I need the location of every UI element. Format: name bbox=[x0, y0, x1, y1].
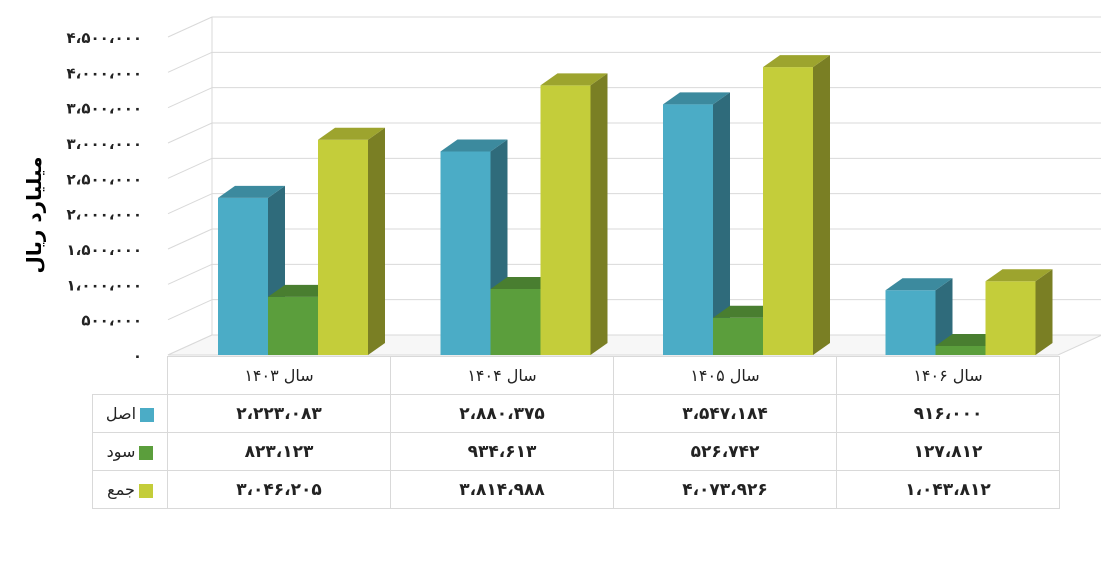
bar bbox=[663, 104, 713, 355]
bar-top bbox=[663, 92, 730, 105]
legend-swatch-sood bbox=[139, 445, 154, 460]
data-label: ۹۳۴،۶۱۳ bbox=[390, 432, 614, 471]
bar bbox=[985, 281, 1036, 355]
y-axis-title: میلیارد ریال bbox=[22, 156, 46, 274]
data-label: ۵۲۶،۷۴۲ bbox=[613, 432, 837, 471]
data-label: ۳،۰۴۶،۲۰۵ bbox=[167, 470, 391, 509]
data-label: ۳،۵۴۷،۱۸۴ bbox=[613, 394, 837, 433]
bar-side bbox=[813, 55, 830, 356]
series-name: جمع bbox=[107, 480, 135, 499]
gridline-side bbox=[167, 157, 213, 179]
y-tick-label: ۳،۵۰۰،۰۰۰ bbox=[67, 100, 142, 118]
legend-swatch-jam bbox=[138, 483, 153, 498]
gridline-side bbox=[167, 193, 213, 215]
y-axis-title-container: میلیارد ریال bbox=[14, 150, 54, 280]
bar-top bbox=[540, 73, 608, 86]
category-row: سال ۱۴۰۳ سال ۱۴۰۴ سال ۱۴۰۵ سال ۱۴۰۶ bbox=[93, 356, 1060, 395]
y-tick-label: ۵۰۰،۰۰۰ bbox=[81, 312, 142, 330]
bar bbox=[713, 317, 763, 355]
y-tick-label: ۴،۵۰۰،۰۰۰ bbox=[67, 29, 142, 47]
bar-side bbox=[1035, 269, 1053, 355]
table-corner bbox=[93, 357, 168, 395]
bar bbox=[318, 139, 368, 355]
bar-top bbox=[763, 55, 830, 68]
data-label: ۱۲۷،۸۱۲ bbox=[836, 432, 1060, 471]
y-tick-label: ۲،۰۰۰،۰۰۰ bbox=[67, 206, 142, 224]
series-row-jam: جمع ۳،۰۴۶،۲۰۵ ۳،۸۱۴،۹۸۸ ۴،۰۷۳،۹۲۶ ۱،۰۴۳،… bbox=[92, 470, 1060, 509]
gridline-side bbox=[167, 122, 213, 144]
data-label: ۴،۰۷۳،۹۲۶ bbox=[613, 470, 837, 509]
bar bbox=[440, 151, 491, 355]
bar-side bbox=[935, 278, 953, 355]
y-tick-label: ۳،۰۰۰،۰۰۰ bbox=[67, 135, 142, 153]
bar bbox=[268, 296, 318, 355]
series-legend-sood: سود bbox=[92, 432, 168, 471]
gridline-side bbox=[167, 87, 213, 109]
gridline-side bbox=[167, 51, 213, 73]
category-label: سال ۱۴۰۵ bbox=[613, 356, 837, 395]
gridline-side bbox=[167, 16, 213, 38]
gridline-side bbox=[167, 299, 213, 321]
bar bbox=[218, 197, 268, 355]
series-row-asl: اصل ۲،۲۲۳،۰۸۳ ۲،۸۸۰،۳۷۵ ۳،۵۴۷،۱۸۴ ۹۱۶،۰۰… bbox=[92, 394, 1060, 433]
series-name: اصل bbox=[105, 404, 137, 423]
bar bbox=[763, 67, 813, 356]
category-label: سال ۱۴۰۶ bbox=[836, 356, 1060, 395]
bar bbox=[540, 85, 591, 355]
bar bbox=[885, 290, 936, 355]
bar-top bbox=[318, 127, 385, 140]
data-label: ۹۱۶،۰۰۰ bbox=[836, 394, 1060, 433]
bar bbox=[935, 345, 986, 355]
y-tick-label: ۰ bbox=[133, 347, 142, 365]
bar-side bbox=[368, 127, 385, 355]
y-tick-label: ۱،۵۰۰،۰۰۰ bbox=[67, 241, 142, 259]
series-legend-jam: جمع bbox=[92, 470, 168, 509]
bar-side bbox=[713, 92, 730, 355]
data-label: ۱،۰۴۳،۸۱۲ bbox=[836, 470, 1060, 509]
series-name: سود bbox=[106, 442, 136, 461]
data-label: ۲،۲۲۳،۰۸۳ bbox=[167, 394, 391, 433]
gridline-side bbox=[167, 228, 213, 250]
data-label: ۲،۸۸۰،۳۷۵ bbox=[390, 394, 614, 433]
y-tick-label: ۴،۰۰۰،۰۰۰ bbox=[67, 64, 142, 82]
y-tick-label: ۲،۵۰۰،۰۰۰ bbox=[67, 170, 142, 188]
data-table: سال ۱۴۰۳ سال ۱۴۰۴ سال ۱۴۰۵ سال ۱۴۰۶ اصل … bbox=[92, 356, 1060, 509]
y-tick-label: ۱،۰۰۰،۰۰۰ bbox=[67, 276, 142, 294]
series-legend-asl: اصل bbox=[92, 394, 168, 433]
bar-side bbox=[590, 73, 608, 355]
series-row-sood: سود ۸۲۳،۱۲۳ ۹۳۴،۶۱۳ ۵۲۶،۷۴۲ ۱۲۷،۸۱۲ bbox=[92, 432, 1060, 471]
category-label: سال ۱۴۰۴ bbox=[390, 356, 614, 395]
bar-top bbox=[218, 185, 285, 198]
bar bbox=[490, 288, 541, 355]
bar-top bbox=[440, 139, 508, 152]
legend-swatch-asl bbox=[140, 407, 155, 422]
category-label: سال ۱۴۰۳ bbox=[167, 356, 391, 395]
data-label: ۳،۸۱۴،۹۸۸ bbox=[390, 470, 614, 509]
bar-top bbox=[985, 269, 1053, 282]
gridline-side bbox=[167, 263, 213, 285]
data-label: ۸۲۳،۱۲۳ bbox=[167, 432, 391, 471]
bar-top bbox=[885, 278, 953, 291]
